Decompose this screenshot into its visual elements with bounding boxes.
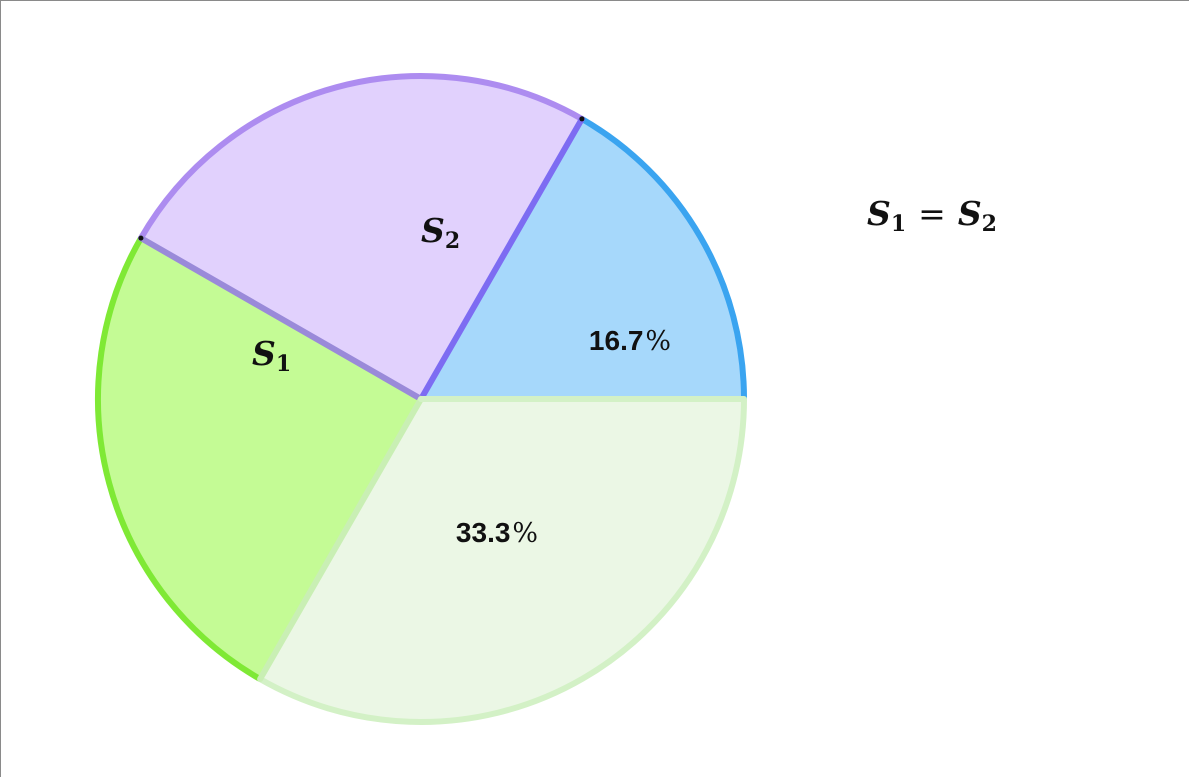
pie-slice-purple xyxy=(140,75,582,399)
pie-slice-green xyxy=(98,238,421,680)
pie-slice-pale xyxy=(260,399,744,722)
pie-slice-arc-green xyxy=(95,236,262,682)
pie-seam-3 xyxy=(257,396,424,683)
slice-label-blue: 16.7% xyxy=(589,325,671,357)
arc-point-2 xyxy=(138,235,144,241)
pie-slice-arc-blue xyxy=(580,116,747,400)
pie-seam-2 xyxy=(137,235,424,402)
pie-seam-1 xyxy=(418,115,585,402)
slice-label-purple: S2 xyxy=(421,211,460,254)
pie-slice-arc-pale xyxy=(258,398,747,725)
arc-point-1 xyxy=(579,116,585,122)
pie-slice-arc-purple xyxy=(138,73,584,240)
slice-label-green: S1 xyxy=(252,334,291,377)
slice-label-pale: 33.3% xyxy=(456,517,538,549)
equation-s1-equals-s2: S1 = S2 xyxy=(867,194,997,237)
